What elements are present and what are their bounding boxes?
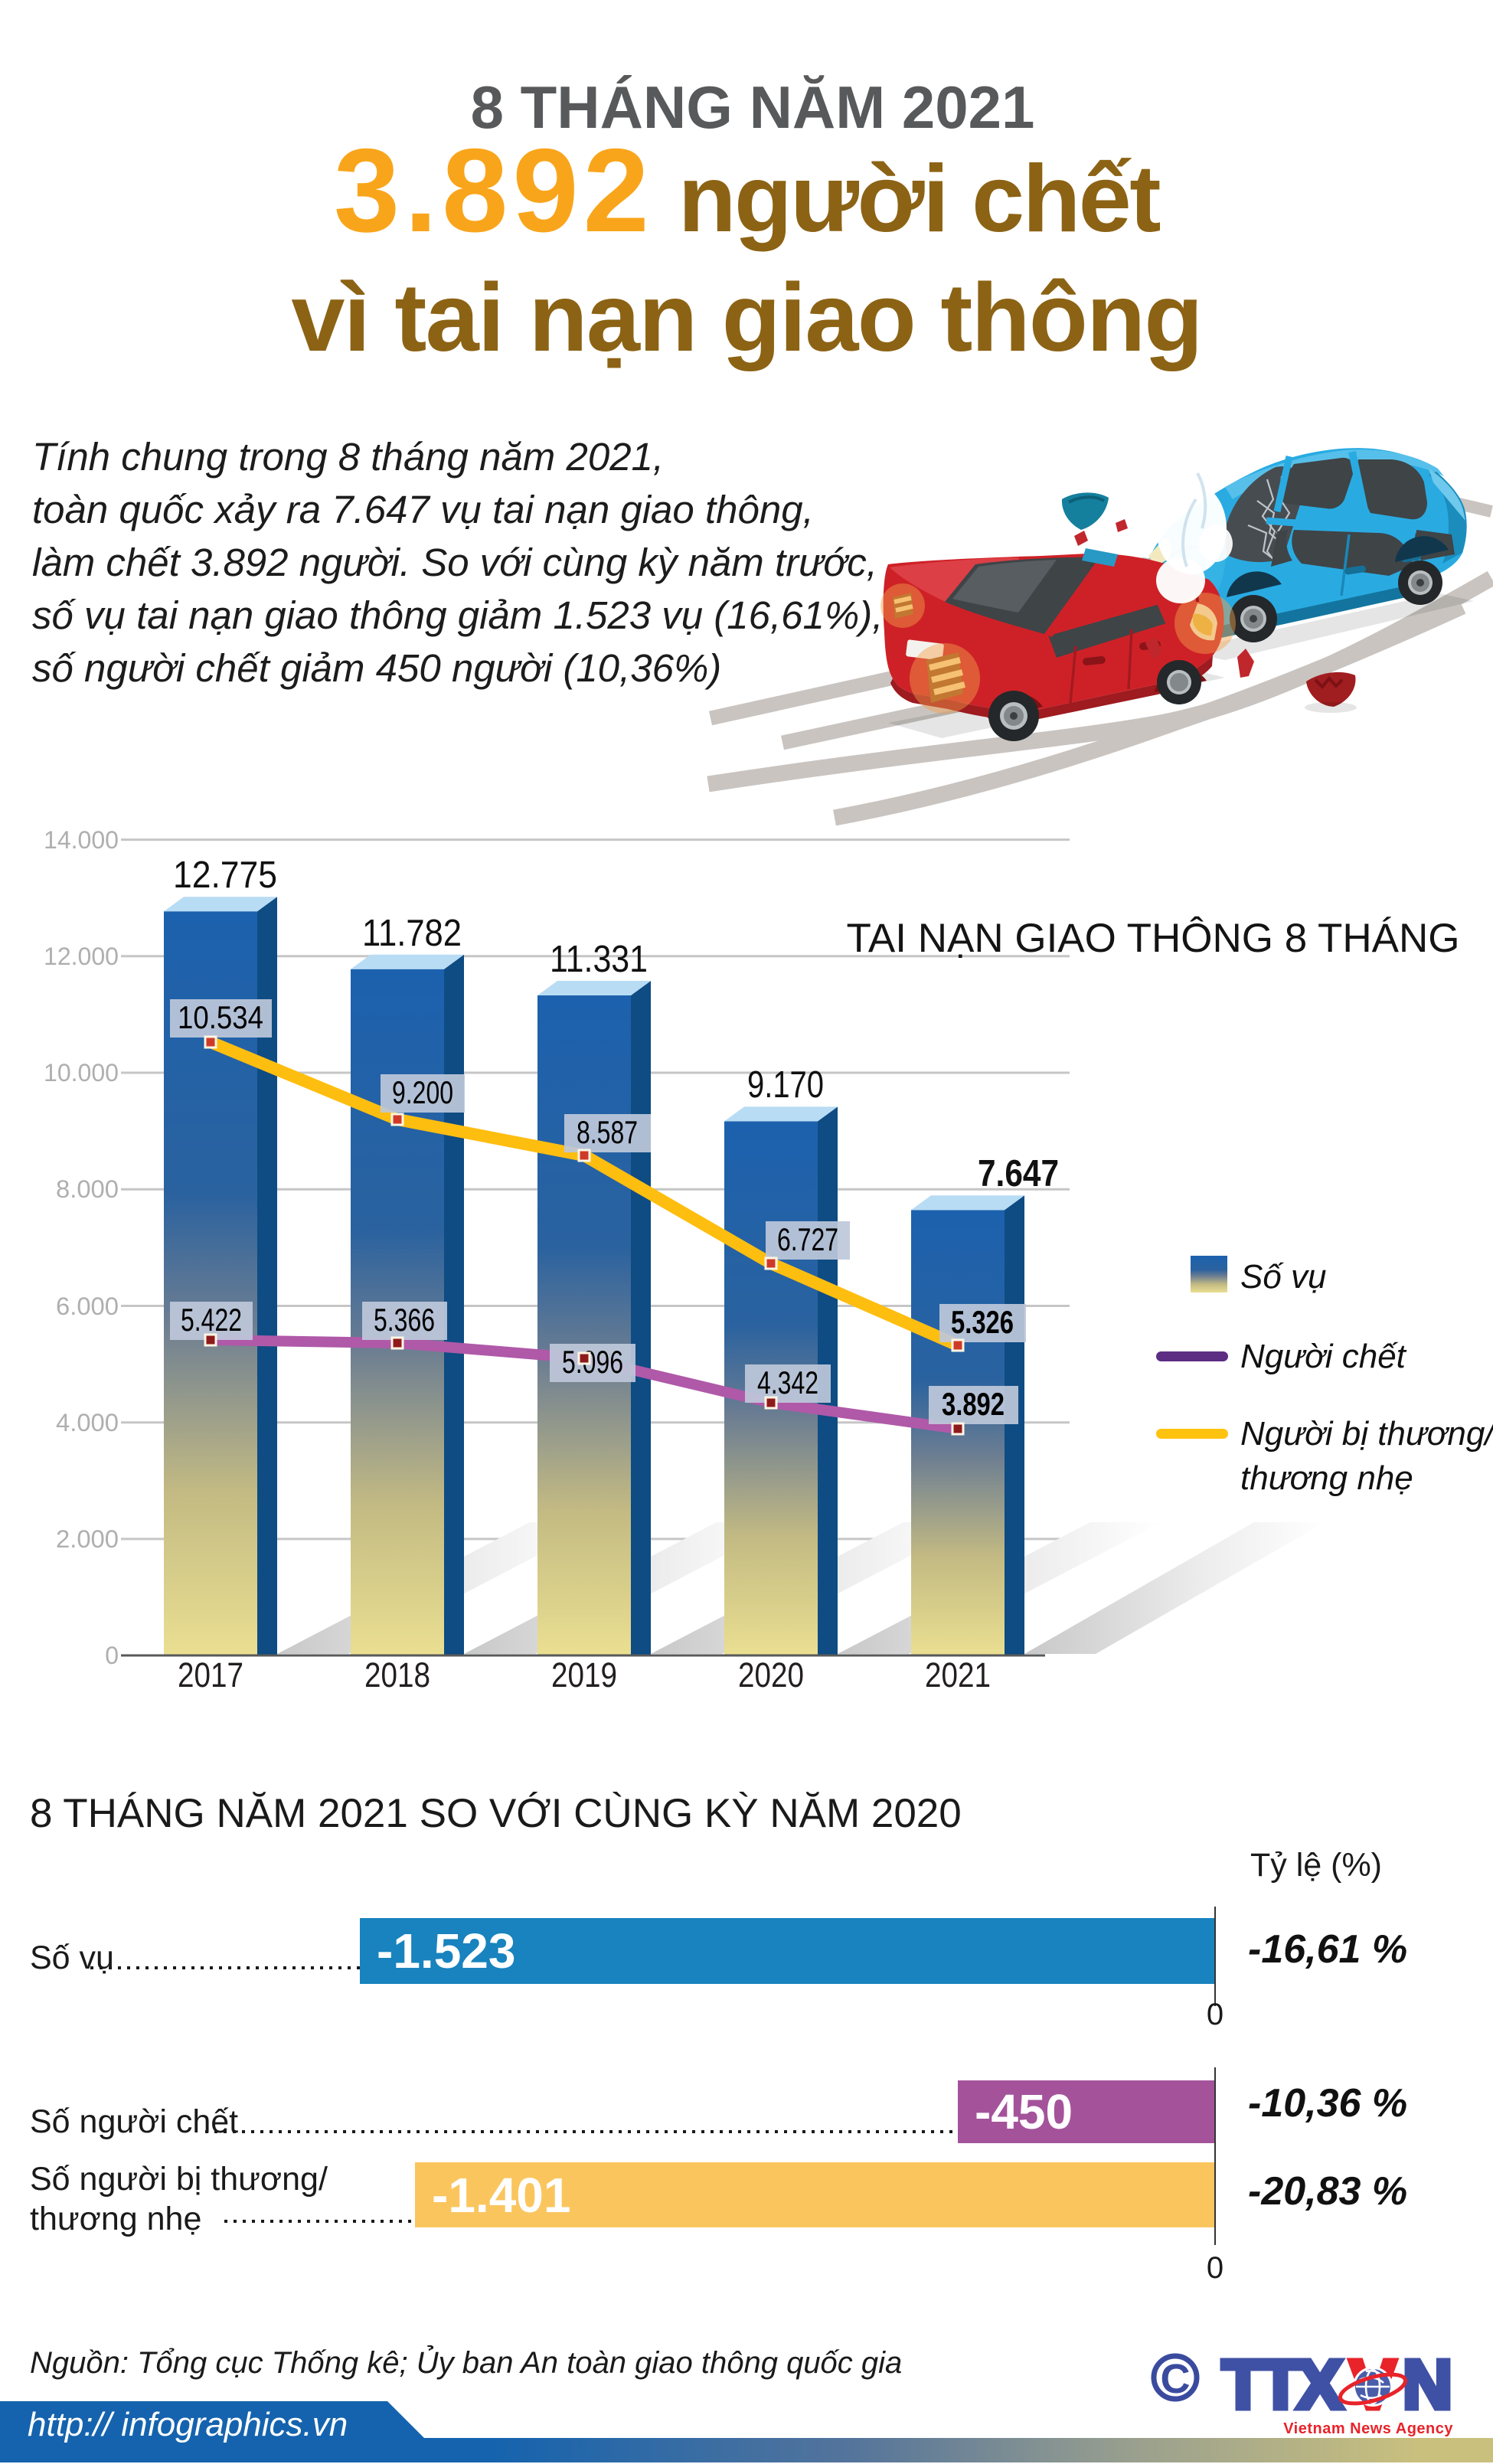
svg-text:N: N (1403, 2347, 1452, 2423)
svg-text:2019: 2019 (551, 1655, 617, 1694)
svg-text:thương nhẹ: thương nhẹ (1240, 1459, 1413, 1497)
svg-text:4.000: 4.000 (56, 1409, 119, 1436)
svg-text:C: C (1161, 2356, 1191, 2402)
svg-text:10.534: 10.534 (178, 999, 263, 1035)
svg-text:7.647: 7.647 (978, 1153, 1059, 1194)
svg-text:9.200: 9.200 (392, 1074, 453, 1110)
svg-text:TTX: TTX (1222, 2347, 1343, 2423)
svg-text:10.000: 10.000 (44, 1059, 119, 1087)
svg-text:12.775: 12.775 (173, 855, 277, 896)
svg-text:5.326: 5.326 (951, 1304, 1014, 1340)
svg-text:8.587: 8.587 (577, 1114, 638, 1150)
svg-text:3.892: 3.892 (942, 1386, 1005, 1422)
svg-text:5.096: 5.096 (562, 1344, 623, 1380)
svg-text:12.000: 12.000 (44, 943, 119, 970)
svg-text:9.170: 9.170 (747, 1064, 824, 1106)
svg-text:TAI NẠN GIAO THÔNG 8 THÁNG: TAI NẠN GIAO THÔNG 8 THÁNG (846, 916, 1459, 961)
svg-text:6.000: 6.000 (56, 1292, 119, 1320)
svg-text:2020: 2020 (738, 1655, 804, 1694)
svg-text:11.782: 11.782 (362, 913, 462, 954)
svg-text:Người bị thương/: Người bị thương/ (1240, 1415, 1493, 1453)
svg-text:Vietnam News Agency: Vietnam News Agency (1283, 2420, 1453, 2437)
svg-text:5.422: 5.422 (181, 1302, 242, 1338)
svg-text:0: 0 (105, 1642, 119, 1669)
svg-text:6.727: 6.727 (777, 1221, 838, 1257)
svg-text:14.000: 14.000 (44, 826, 119, 854)
svg-text:8.000: 8.000 (56, 1175, 119, 1203)
svg-text:2.000: 2.000 (56, 1525, 119, 1553)
svg-text:2017: 2017 (178, 1655, 243, 1694)
svg-text:2021: 2021 (925, 1655, 991, 1694)
svg-text:4.342: 4.342 (757, 1364, 818, 1400)
svg-text:11.331: 11.331 (550, 939, 648, 980)
svg-text:Số vụ: Số vụ (1240, 1258, 1327, 1296)
svg-text:2018: 2018 (364, 1655, 430, 1694)
svg-text:5.366: 5.366 (374, 1302, 435, 1338)
svg-text:Người chết: Người chết (1240, 1338, 1407, 1375)
